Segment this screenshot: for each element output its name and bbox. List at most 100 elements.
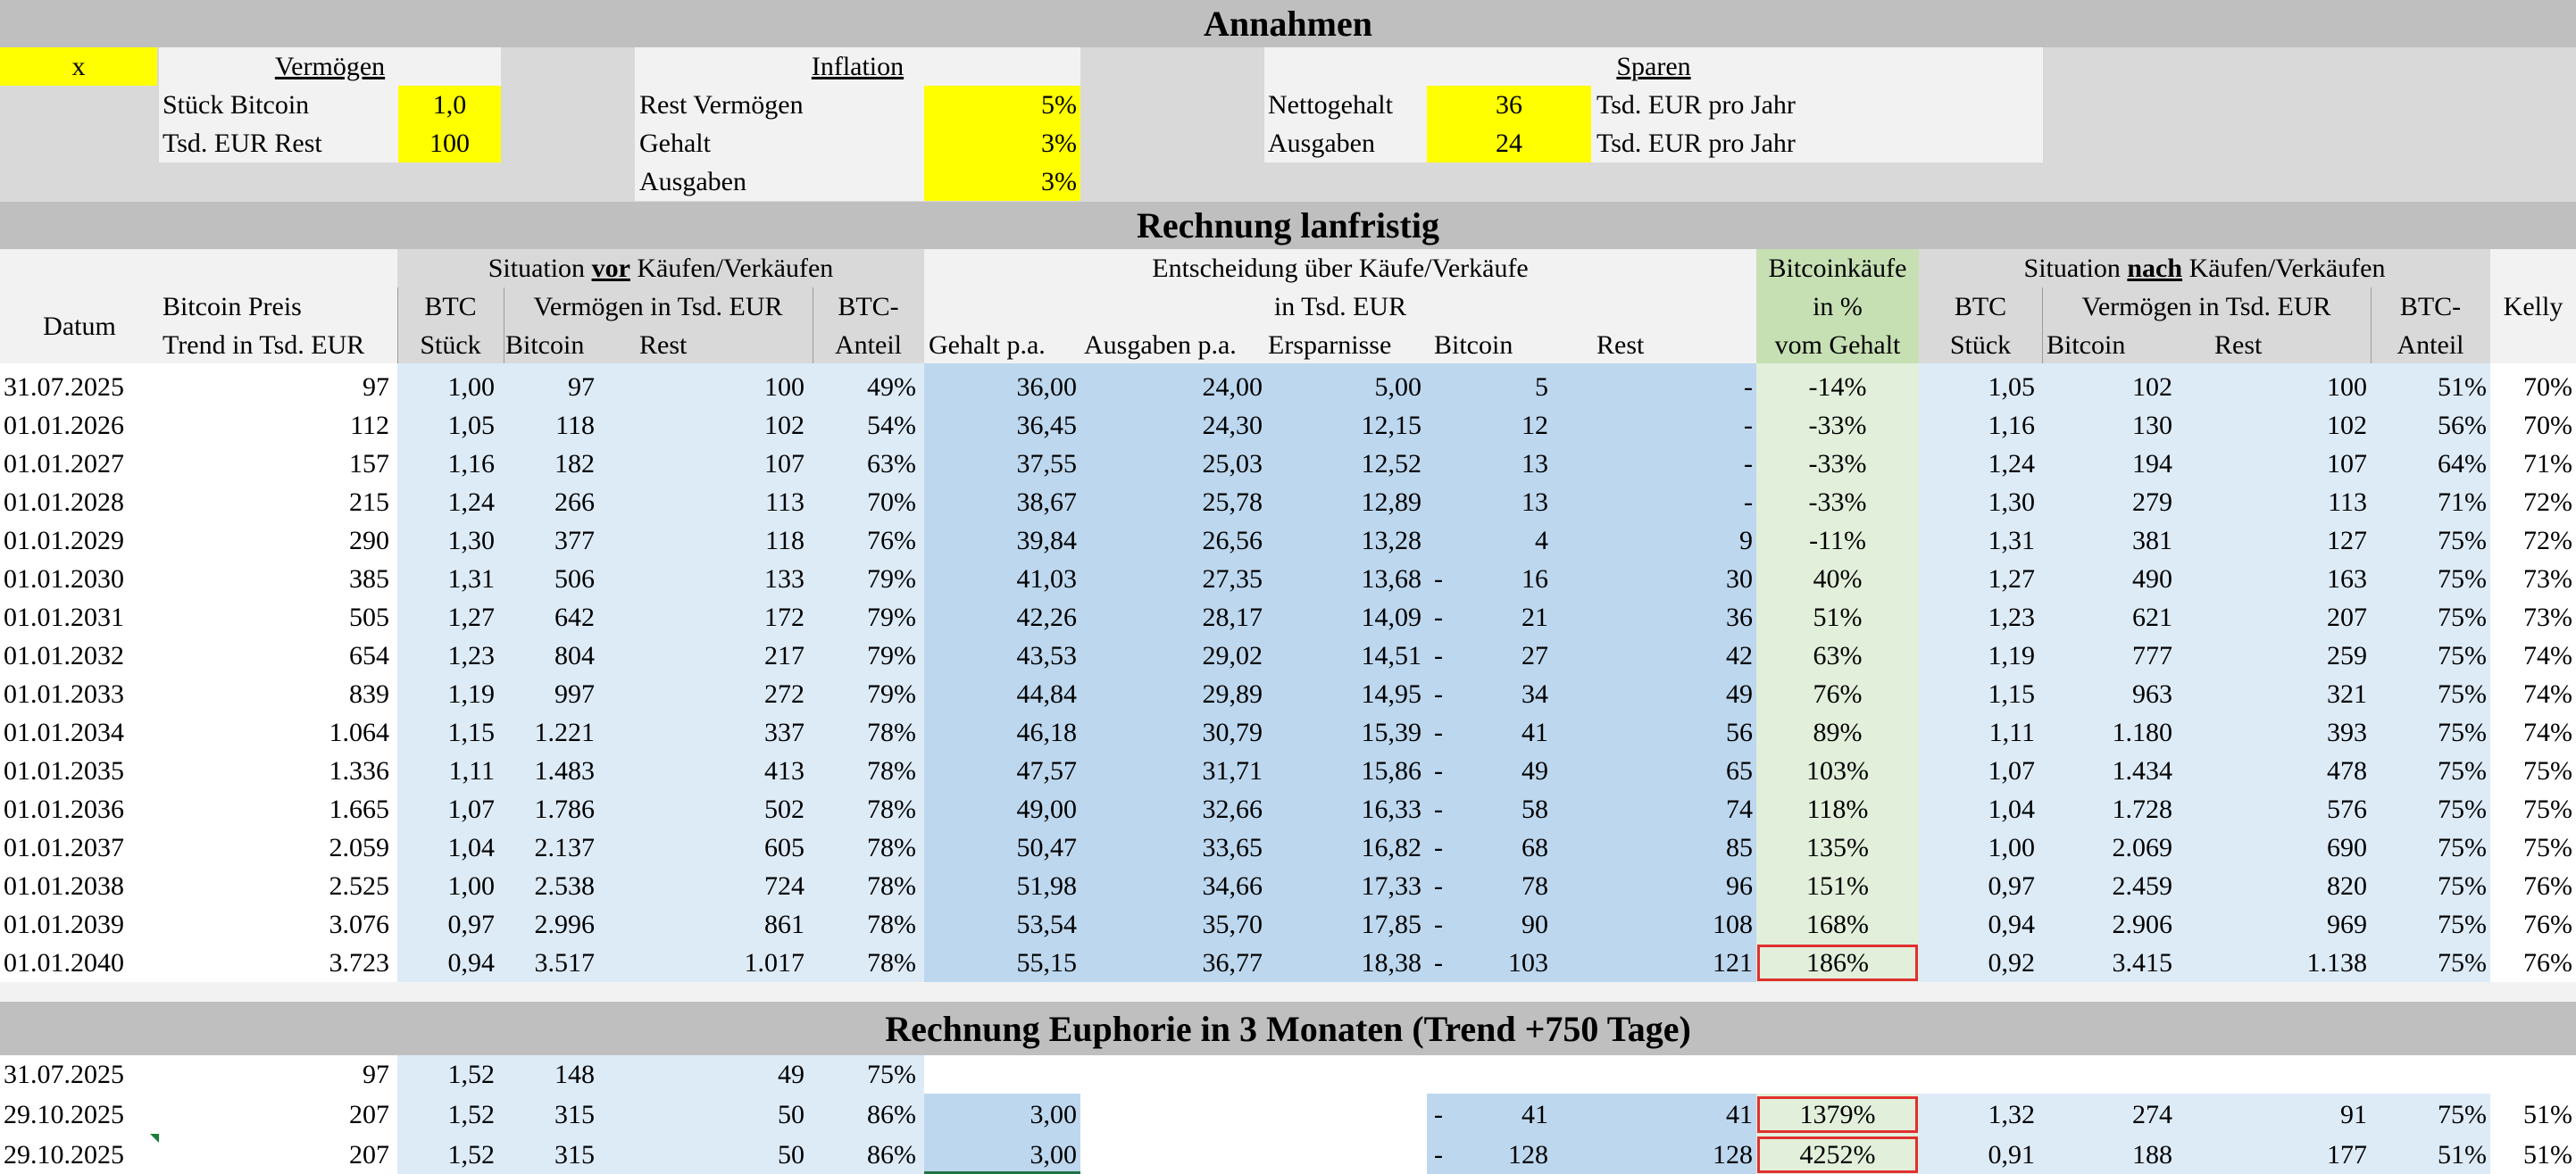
cell-btc-anteil-nach[interactable]: 75% — [2438, 679, 2487, 709]
cell-ersparnisse[interactable]: 17,85 — [1361, 910, 1422, 939]
cell-ausgaben[interactable]: 27,35 — [1202, 564, 1263, 594]
cell-sign[interactable] — [1427, 521, 1454, 560]
cell-kelly[interactable]: 51% — [2523, 1140, 2572, 1170]
cell-kauf-bitcoin[interactable] — [1454, 1055, 1552, 1094]
cell-vermoegen-bitcoin-nach[interactable]: 777 — [2132, 641, 2172, 670]
cell-bitcoinkaeufe-pct[interactable]: 40% — [1813, 564, 1863, 594]
cell-btc-anteil[interactable]: 78% — [867, 910, 916, 939]
cell-kauf-rest[interactable]: - — [1744, 372, 1753, 402]
cell-btc-anteil-nach[interactable]: 75% — [2438, 795, 2487, 824]
cell-vermoegen-rest[interactable]: 217 — [764, 641, 804, 670]
cell-gehalt[interactable]: 46,18 — [1016, 718, 1078, 747]
cell-vermoegen-bitcoin[interactable]: 1.221 — [534, 718, 596, 747]
cell-kauf-rest[interactable]: 121 — [1713, 948, 1753, 978]
cell-kelly[interactable]: 74% — [2523, 718, 2572, 747]
cell-ausgaben[interactable]: 28,17 — [1202, 603, 1263, 632]
cell-btc-anteil-nach[interactable]: 75% — [2438, 564, 2487, 594]
cell-btc-stueck-nach[interactable]: 1,32 — [1988, 1100, 2036, 1129]
cell-kauf-rest[interactable]: 42 — [1726, 641, 1753, 670]
cell-vermoegen-rest-nach[interactable]: 820 — [2327, 871, 2367, 901]
cell-vermoegen-rest-nach[interactable]: 207 — [2327, 603, 2367, 632]
cell-vermoegen-bitcoin[interactable]: 266 — [554, 487, 595, 517]
cell-vermoegen-rest-nach[interactable]: 478 — [2327, 756, 2367, 786]
cell-datum[interactable]: 01.01.2036 — [4, 795, 124, 824]
cell-datum[interactable]: 31.07.2025 — [4, 372, 124, 402]
cell-vermoegen-rest-nach[interactable]: 102 — [2327, 411, 2367, 440]
cell-kauf-rest[interactable] — [1552, 1055, 1756, 1094]
cell-preis[interactable]: 385 — [349, 564, 389, 594]
cell-preis[interactable]: 215 — [349, 487, 389, 517]
cell-btc-anteil-nach[interactable] — [2371, 1055, 2490, 1094]
cell-btc-stueck[interactable]: 1,52 — [447, 1100, 496, 1129]
cell-vermoegen-rest-nach[interactable] — [2176, 1055, 2371, 1094]
cell-kauf-bitcoin[interactable]: 21 — [1521, 603, 1548, 632]
cell-vermoegen-bitcoin-nach[interactable] — [2042, 1055, 2176, 1094]
cell-vermoegen-rest[interactable]: 107 — [764, 449, 804, 479]
cell-sign[interactable] — [1427, 483, 1454, 521]
cell-kauf-rest[interactable]: - — [1744, 487, 1753, 517]
cell-ausgaben[interactable]: 25,78 — [1202, 487, 1263, 517]
cell-datum[interactable]: 01.01.2039 — [4, 910, 124, 939]
cell-gehalt[interactable]: 3,00 — [1030, 1140, 1078, 1170]
sparen-value-input[interactable]: 24 — [1427, 124, 1591, 162]
cell-ausgaben[interactable]: 32,66 — [1202, 795, 1263, 824]
cell-btc-anteil[interactable]: 78% — [867, 718, 916, 747]
cell-datum[interactable]: 01.01.2029 — [4, 526, 124, 555]
cell-btc-anteil-nach[interactable]: 75% — [2438, 833, 2487, 862]
cell-vermoegen-bitcoin-nach[interactable]: 130 — [2132, 411, 2172, 440]
cell-btc-stueck[interactable]: 1,31 — [447, 564, 496, 594]
cell-btc-stueck-nach[interactable] — [1919, 1055, 2042, 1094]
cell-kauf-rest[interactable]: 49 — [1726, 679, 1753, 709]
cell-ausgaben[interactable]: 33,65 — [1202, 833, 1263, 862]
cell-vermoegen-rest-nach[interactable]: 100 — [2327, 372, 2367, 402]
cell-sign[interactable]: - — [1434, 564, 1443, 594]
cell-ersparnisse[interactable]: 17,33 — [1361, 871, 1422, 901]
cell-btc-anteil-nach[interactable]: 75% — [2438, 641, 2487, 670]
cell-ausgaben[interactable]: 24,30 — [1202, 411, 1263, 440]
cell-preis[interactable]: 157 — [349, 449, 389, 479]
cell-datum[interactable]: 01.01.2032 — [4, 641, 124, 670]
cell-kauf-bitcoin[interactable]: 27 — [1521, 641, 1548, 670]
cell-ersparnisse[interactable] — [1266, 1055, 1425, 1094]
cell-kauf-rest[interactable]: 108 — [1713, 910, 1753, 939]
cell-preis[interactable]: 112 — [350, 411, 389, 440]
cell-vermoegen-bitcoin-nach[interactable]: 621 — [2132, 603, 2172, 632]
cell-sign[interactable]: - — [1434, 603, 1443, 632]
cell-btc-stueck-nach[interactable]: 1,27 — [1988, 564, 2036, 594]
cell-sign[interactable]: - — [1434, 871, 1443, 901]
cell-vermoegen-bitcoin[interactable]: 118 — [555, 411, 595, 440]
cell-sign[interactable] — [1427, 1055, 1454, 1094]
cell-preis[interactable]: 2.525 — [329, 871, 390, 901]
cell-btc-stueck-nach[interactable]: 1,24 — [1988, 449, 2036, 479]
cell-gehalt[interactable]: 37,55 — [1016, 449, 1078, 479]
cell-btc-stueck[interactable]: 1,00 — [447, 871, 496, 901]
cell-vermoegen-bitcoin[interactable]: 315 — [554, 1140, 595, 1170]
cell-btc-stueck-nach[interactable]: 1,23 — [1988, 603, 2036, 632]
cell-btc-anteil-nach[interactable]: 71% — [2438, 487, 2487, 517]
cell-btc-stueck[interactable]: 1,52 — [447, 1140, 496, 1170]
inflation-value-input[interactable]: 5% — [924, 86, 1080, 124]
cell-ersparnisse[interactable]: 18,38 — [1361, 948, 1422, 978]
cell-bitcoinkaeufe-pct[interactable]: -33% — [1808, 487, 1867, 517]
cell-kauf-bitcoin[interactable]: 12 — [1521, 411, 1548, 440]
cell-kelly[interactable]: 73% — [2523, 603, 2572, 632]
cell-btc-anteil[interactable]: 70% — [867, 487, 916, 517]
cell-btc-stueck-nach[interactable]: 0,92 — [1988, 948, 2036, 978]
cell-kelly[interactable]: 76% — [2523, 871, 2572, 901]
cell-kauf-bitcoin[interactable]: 34 — [1521, 679, 1548, 709]
cell-vermoegen-rest-nach[interactable]: 91 — [2340, 1100, 2367, 1129]
cell-datum[interactable]: 01.01.2038 — [4, 871, 124, 901]
cell-kauf-bitcoin[interactable]: 13 — [1521, 449, 1548, 479]
cell-kauf-rest[interactable]: - — [1744, 449, 1753, 479]
cell-vermoegen-rest-nach[interactable]: 321 — [2327, 679, 2367, 709]
cell-vermoegen-rest-nach[interactable]: 259 — [2327, 641, 2367, 670]
cell-btc-stueck-nach[interactable]: 1,00 — [1988, 833, 2036, 862]
cell-bitcoinkaeufe-pct[interactable]: -14% — [1808, 372, 1867, 402]
cell-gehalt[interactable]: 42,26 — [1016, 603, 1078, 632]
cell-btc-stueck-nach[interactable]: 1,07 — [1988, 756, 2036, 786]
cell-sign[interactable]: - — [1434, 1140, 1443, 1170]
cell-vermoegen-rest-nach[interactable]: 690 — [2327, 833, 2367, 862]
cell-vermoegen-bitcoin[interactable]: 997 — [554, 679, 595, 709]
cell-vermoegen-bitcoin[interactable]: 1.786 — [534, 795, 596, 824]
cell-btc-stueck[interactable]: 1,05 — [447, 411, 496, 440]
